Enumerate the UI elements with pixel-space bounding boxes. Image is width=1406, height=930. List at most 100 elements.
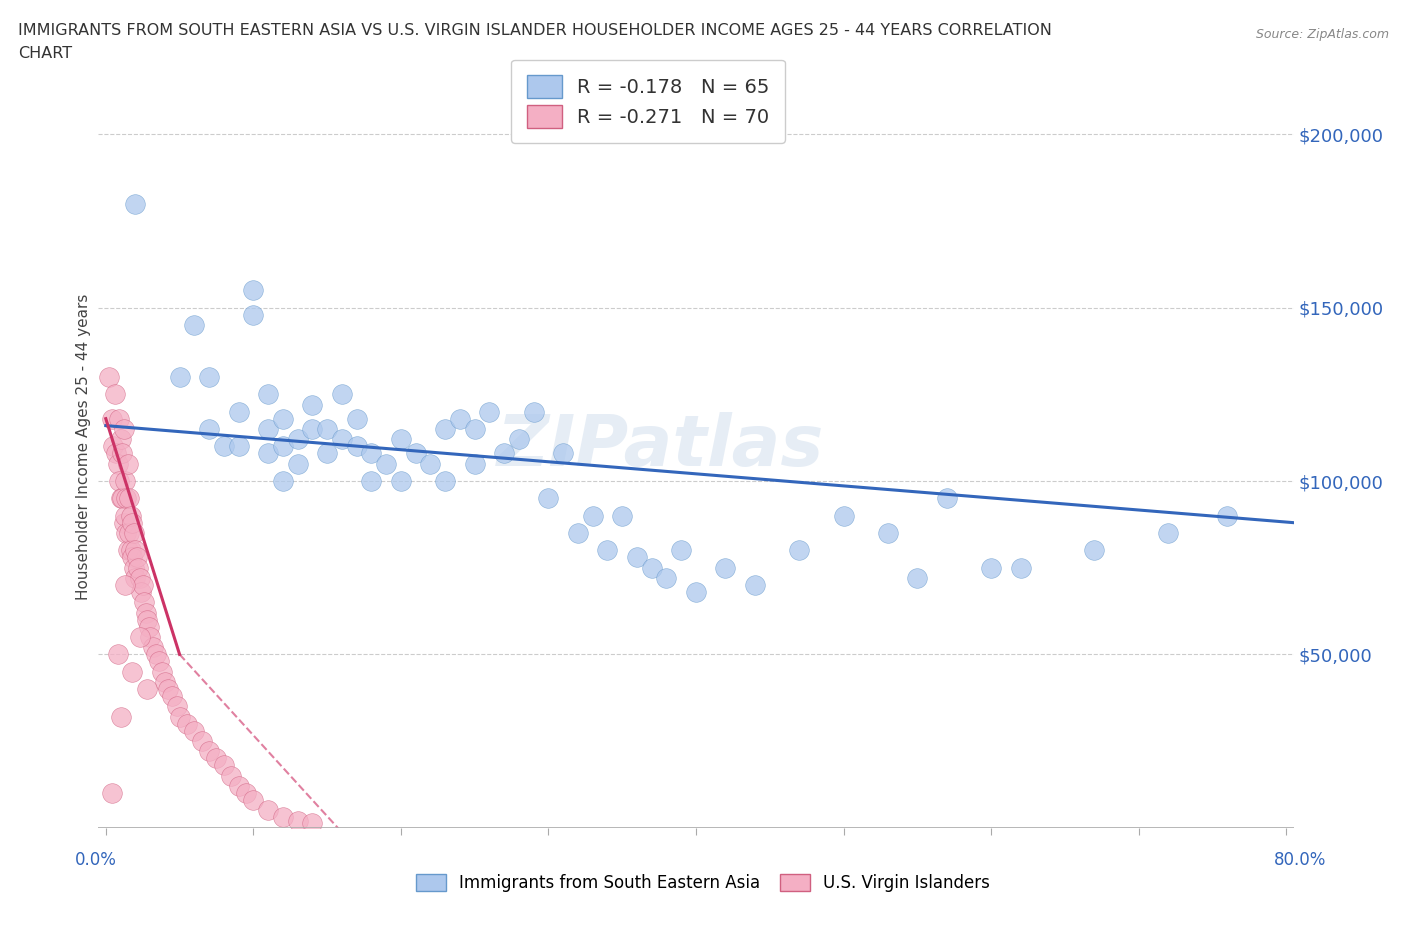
Point xyxy=(567,525,589,540)
Point xyxy=(104,387,127,402)
Point xyxy=(125,550,148,565)
Point xyxy=(612,509,634,524)
Point xyxy=(389,432,412,447)
Point xyxy=(257,803,280,817)
Point xyxy=(419,457,441,472)
Point xyxy=(212,758,235,773)
Point xyxy=(183,724,205,738)
Text: IMMIGRANTS FROM SOUTH EASTERN ASIA VS U.S. VIRGIN ISLANDER HOUSEHOLDER INCOME AG: IMMIGRANTS FROM SOUTH EASTERN ASIA VS U.… xyxy=(18,23,1052,38)
Point xyxy=(257,421,280,436)
Point xyxy=(1010,560,1032,575)
Point xyxy=(128,571,150,586)
Point xyxy=(176,716,198,731)
Point xyxy=(553,445,575,460)
Point xyxy=(271,810,294,825)
Point xyxy=(114,578,136,592)
Point xyxy=(198,421,221,436)
Point xyxy=(110,710,132,724)
Point xyxy=(111,491,134,506)
Point xyxy=(136,612,159,627)
Point xyxy=(205,751,228,765)
Point xyxy=(110,491,132,506)
Point xyxy=(169,369,191,384)
Point xyxy=(120,543,142,558)
Point xyxy=(135,605,157,620)
Point xyxy=(148,654,170,669)
Point xyxy=(537,491,560,506)
Point xyxy=(744,578,766,592)
Point xyxy=(183,318,205,333)
Point xyxy=(118,525,141,540)
Point xyxy=(131,578,153,592)
Point xyxy=(100,786,122,801)
Point xyxy=(108,473,131,488)
Point xyxy=(287,814,309,829)
Point xyxy=(641,560,664,575)
Point xyxy=(136,682,159,697)
Point xyxy=(360,473,382,488)
Point xyxy=(212,439,235,454)
Point xyxy=(124,571,146,586)
Point xyxy=(714,560,737,575)
Point xyxy=(905,571,928,586)
Point xyxy=(121,664,143,679)
Point xyxy=(1083,543,1105,558)
Point xyxy=(685,585,707,600)
Point xyxy=(935,491,957,506)
Point xyxy=(124,543,146,558)
Point xyxy=(120,509,142,524)
Point xyxy=(257,387,280,402)
Point xyxy=(111,445,134,460)
Point xyxy=(876,525,898,540)
Point xyxy=(127,560,149,575)
Point xyxy=(523,405,546,419)
Point xyxy=(235,786,257,801)
Point xyxy=(980,560,1002,575)
Point xyxy=(228,778,250,793)
Point xyxy=(128,630,150,644)
Point xyxy=(198,369,221,384)
Point xyxy=(142,640,165,655)
Point xyxy=(122,560,145,575)
Point xyxy=(97,369,120,384)
Point xyxy=(582,509,605,524)
Point xyxy=(228,439,250,454)
Point xyxy=(108,411,131,426)
Point xyxy=(494,445,516,460)
Point xyxy=(389,473,412,488)
Point xyxy=(122,525,145,540)
Point xyxy=(330,387,353,402)
Point xyxy=(271,473,294,488)
Point xyxy=(145,647,167,662)
Point xyxy=(100,411,122,426)
Point xyxy=(346,439,368,454)
Point xyxy=(105,445,128,460)
Point xyxy=(134,595,156,610)
Point xyxy=(242,307,264,322)
Point xyxy=(219,768,242,783)
Point xyxy=(107,457,129,472)
Point xyxy=(626,550,648,565)
Point xyxy=(129,585,152,600)
Text: Source: ZipAtlas.com: Source: ZipAtlas.com xyxy=(1256,28,1389,41)
Point xyxy=(115,525,138,540)
Point xyxy=(150,664,173,679)
Point xyxy=(375,457,398,472)
Text: CHART: CHART xyxy=(18,46,72,61)
Point xyxy=(114,473,136,488)
Point xyxy=(160,688,183,703)
Point xyxy=(271,439,294,454)
Point xyxy=(478,405,501,419)
Point xyxy=(257,445,280,460)
Point xyxy=(242,792,264,807)
Point xyxy=(360,445,382,460)
Point xyxy=(316,445,339,460)
Point xyxy=(449,411,471,426)
Point xyxy=(787,543,810,558)
Point xyxy=(228,405,250,419)
Point xyxy=(1216,509,1239,524)
Point xyxy=(190,734,212,749)
Legend: Immigrants from South Eastern Asia, U.S. Virgin Islanders: Immigrants from South Eastern Asia, U.S.… xyxy=(409,867,997,898)
Point xyxy=(117,543,139,558)
Point xyxy=(655,571,678,586)
